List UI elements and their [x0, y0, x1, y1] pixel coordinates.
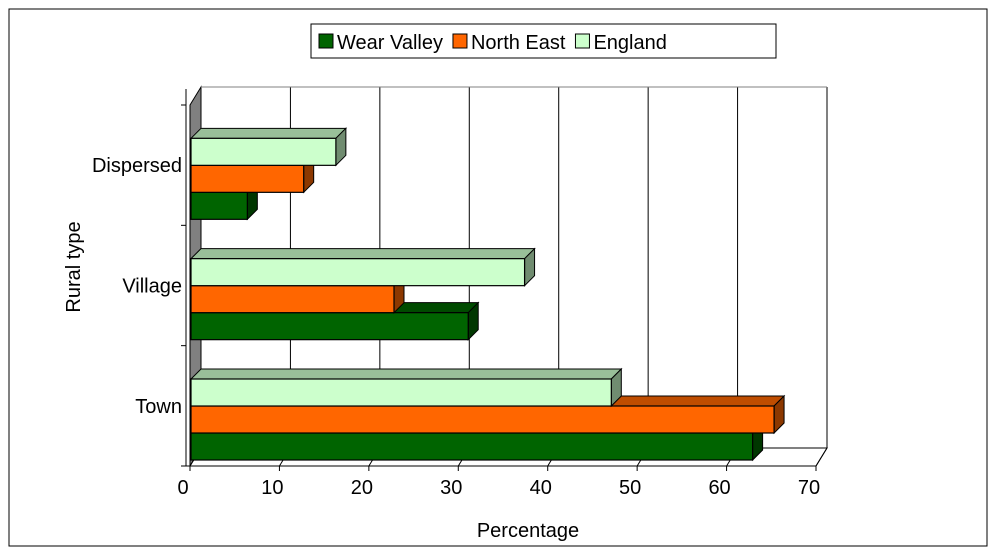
x-tick-label: 60: [708, 477, 730, 499]
x-axis-title: Percentage: [477, 520, 579, 542]
y-tick-label: Village: [122, 276, 182, 298]
x-tick-label: 20: [351, 477, 373, 499]
legend-label-north-east: North East: [471, 32, 566, 54]
bar-front-face: [190, 378, 612, 407]
x-tick-label: 10: [261, 477, 283, 499]
x-tick-label: 50: [619, 477, 641, 499]
y-tick-label: Dispersed: [92, 155, 182, 177]
bar-england-town: [189, 367, 623, 408]
legend-swatch-wear-valley: [318, 33, 334, 49]
bar-top-face: [189, 368, 623, 380]
bar-top-face: [189, 248, 536, 260]
bar-england-village: [189, 247, 536, 287]
legend-swatch-england: [574, 33, 590, 49]
legend: Wear Valley North East England: [310, 23, 777, 59]
x-tick-label: 30: [440, 477, 462, 499]
bar-front-face: [190, 405, 775, 434]
bar-top-face: [189, 127, 348, 139]
legend-box: [310, 23, 777, 59]
y-axis-title: Rural type: [63, 221, 85, 312]
y-tick-label: Town: [135, 396, 182, 418]
x-tick-label: 40: [530, 477, 552, 499]
bar-front-face: [190, 258, 526, 287]
legend-label-england: England: [593, 32, 666, 54]
legend-swatch-north-east: [452, 33, 468, 49]
bar-front-face: [190, 312, 469, 341]
plot-area: 0 10 20 30 40 50 60 70 Town Village Dispersed: [92, 85, 828, 499]
bar-front-face: [190, 137, 337, 166]
bar-front-face: [190, 285, 395, 314]
x-tick-label: 70: [798, 477, 820, 499]
x-tick-label: 0: [177, 477, 188, 499]
floor-gridline: [815, 447, 828, 467]
legend-label-wear-valley: Wear Valley: [337, 32, 443, 54]
bar-england-dispersed: [189, 127, 348, 167]
bar-front-face: [190, 191, 248, 220]
bar-front-face: [190, 164, 305, 193]
bar-front-face: [190, 432, 754, 461]
